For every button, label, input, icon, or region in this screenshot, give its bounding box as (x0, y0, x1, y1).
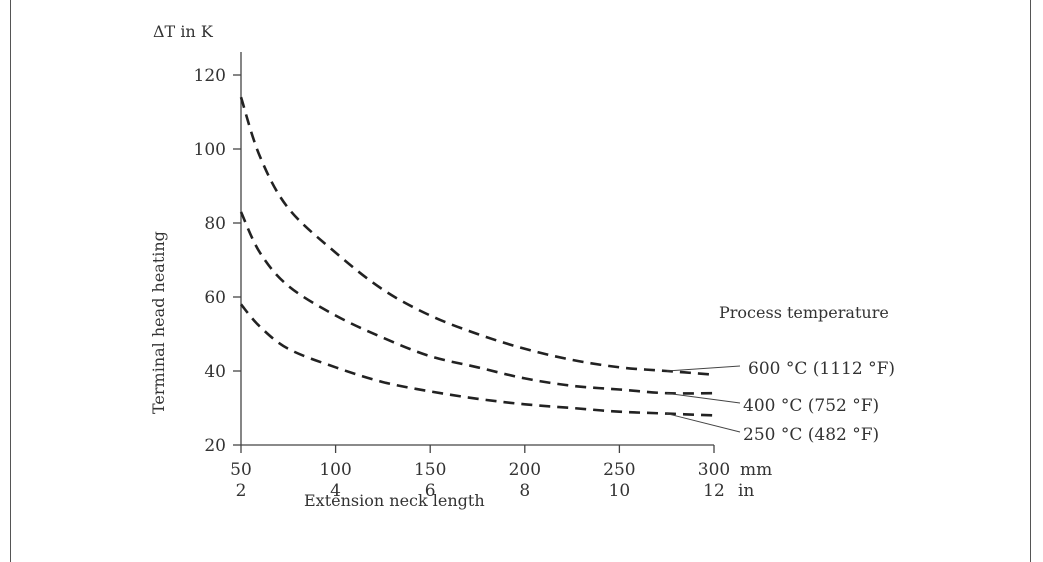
x-tick-label-mm: 200 (509, 460, 541, 480)
x-axis-label: Extension neck length (304, 491, 485, 510)
series-line-600 (239, 96, 715, 376)
x-unit-mm: mm (740, 460, 772, 480)
series-line-250 (240, 303, 715, 417)
x-tick-label-mm: 300 (698, 460, 730, 480)
y-tick-label: 120 (194, 66, 226, 86)
leader-400 (666, 392, 741, 404)
x-tick-label-in: 4 (330, 481, 341, 501)
x-tick-label-mm: 150 (414, 460, 446, 480)
x-tick-label-in: 2 (236, 481, 247, 501)
x-tick-label-in: 6 (425, 481, 436, 501)
unit-label: ΔT in K (153, 22, 214, 41)
y-tick-label: 100 (194, 140, 226, 160)
x-tick-label-in: 12 (703, 481, 725, 501)
series-group (239, 96, 741, 433)
y-axis-label: Terminal head heating (149, 231, 168, 414)
x-tick-label-mm: 50 (230, 460, 252, 480)
x-tick-label-mm: 250 (603, 460, 635, 480)
x-tick-label-mm: 100 (319, 460, 351, 480)
series-label-250: 250 °C (482 °F) (743, 425, 879, 445)
x-tick-label-in: 8 (519, 481, 530, 501)
series-label-600: 600 °C (1112 °F) (748, 359, 895, 379)
leader-600 (666, 365, 741, 372)
y-tick-label: 40 (204, 362, 226, 382)
x-unit-in: in (738, 481, 754, 501)
series-line-400 (239, 211, 715, 395)
series-label-400: 400 °C (752 °F) (743, 396, 879, 416)
labels-group: ΔT in K Terminal head heating Extension … (149, 22, 895, 510)
y-tick-label: 80 (204, 214, 226, 234)
x-tick-label-in: 10 (609, 481, 631, 501)
legend-title: Process temperature (719, 303, 889, 322)
figure-frame (10, 0, 1031, 562)
leader-250 (666, 413, 741, 433)
y-tick-label: 60 (204, 288, 226, 308)
y-tick-label: 20 (204, 436, 226, 456)
